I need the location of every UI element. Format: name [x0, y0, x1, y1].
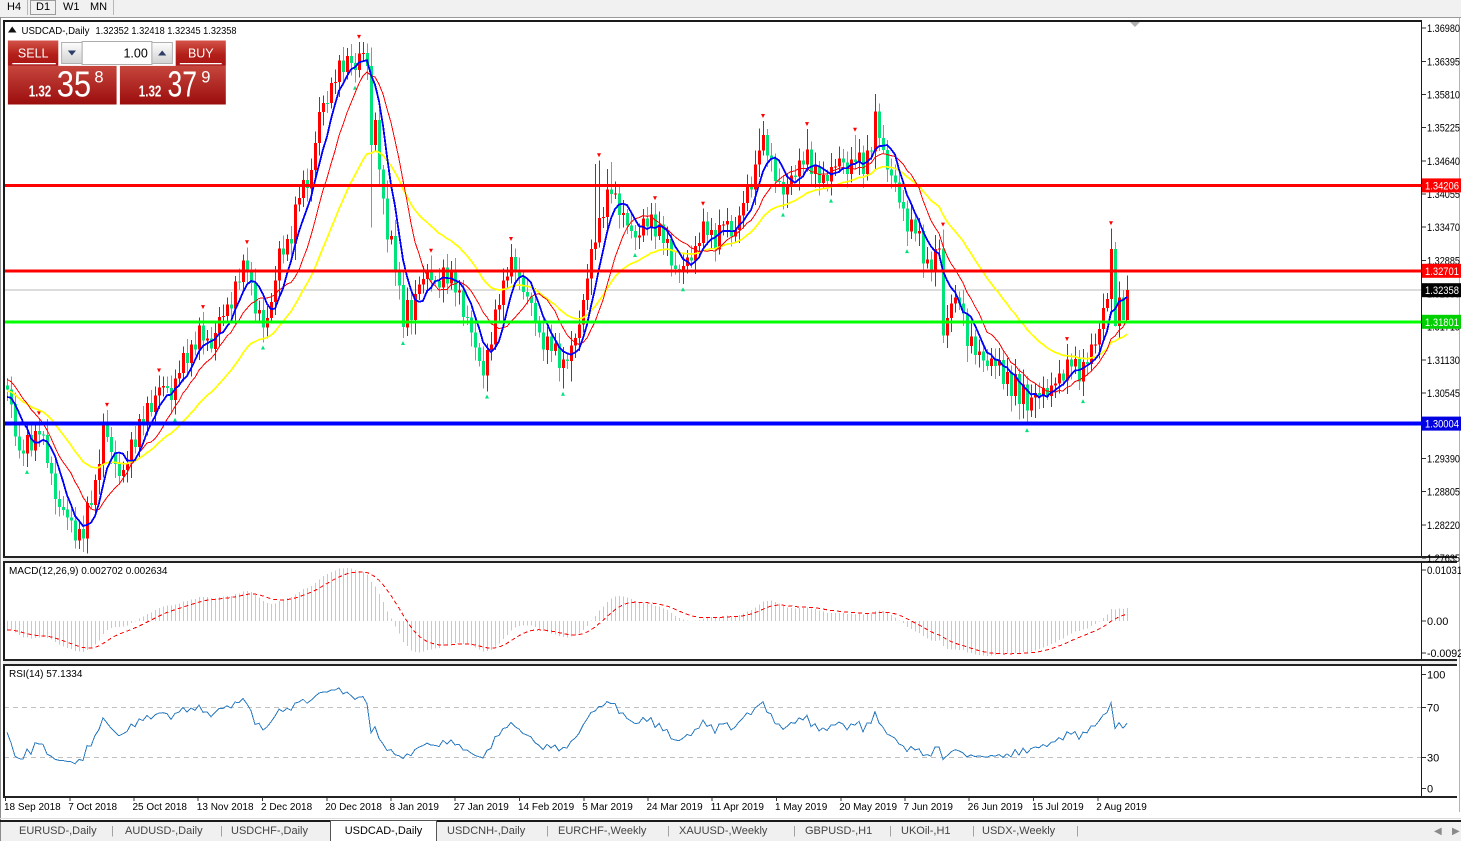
svg-text:14 Feb 2019: 14 Feb 2019	[518, 802, 575, 813]
svg-text:RSI(14) 57.1334: RSI(14) 57.1334	[9, 669, 83, 680]
svg-text:30: 30	[1427, 752, 1439, 764]
svg-text:1.34640: 1.34640	[1427, 156, 1460, 168]
svg-text:8: 8	[94, 68, 103, 86]
svg-text:0: 0	[1427, 784, 1433, 796]
svg-text:BUY: BUY	[188, 47, 214, 61]
svg-text:MACD(12,26,9) 0.002702 0.00263: MACD(12,26,9) 0.002702 0.002634	[9, 566, 168, 577]
svg-text:1.27635: 1.27635	[1427, 553, 1460, 565]
svg-text:15 Jul 2019: 15 Jul 2019	[1032, 802, 1084, 813]
svg-text:9: 9	[201, 68, 210, 86]
svg-text:8 Jan 2019: 8 Jan 2019	[390, 802, 440, 813]
svg-text:1.34206: 1.34206	[1425, 180, 1459, 192]
svg-text:1.30545: 1.30545	[1427, 388, 1460, 400]
svg-text:5 Mar 2019: 5 Mar 2019	[582, 802, 633, 813]
svg-text:1 May 2019: 1 May 2019	[775, 802, 828, 813]
svg-text:11 Apr 2019: 11 Apr 2019	[711, 802, 765, 813]
svg-text:24 Mar 2019: 24 Mar 2019	[647, 802, 704, 813]
svg-text:1.32358: 1.32358	[1425, 285, 1459, 297]
svg-text:2 Dec 2018: 2 Dec 2018	[261, 802, 313, 813]
svg-text:7 Oct 2018: 7 Oct 2018	[68, 802, 117, 813]
svg-text:1.32701: 1.32701	[1425, 266, 1459, 278]
svg-text:13 Nov 2018: 13 Nov 2018	[197, 802, 254, 813]
svg-text:1.30004: 1.30004	[1425, 419, 1459, 431]
svg-text:2 Aug 2019: 2 Aug 2019	[1096, 802, 1147, 813]
svg-text:1.00: 1.00	[123, 47, 147, 61]
svg-text:1.31801: 1.31801	[1425, 317, 1459, 329]
svg-text:20 May 2019: 20 May 2019	[839, 802, 897, 813]
svg-text:35: 35	[57, 63, 91, 104]
svg-text:1.32: 1.32	[29, 83, 52, 100]
svg-text:1.28805: 1.28805	[1427, 487, 1460, 499]
svg-text:1.36395: 1.36395	[1427, 56, 1460, 68]
svg-text:1.35225: 1.35225	[1427, 123, 1460, 135]
svg-text:70: 70	[1427, 702, 1439, 714]
svg-text:USDCAD-,Daily: USDCAD-,Daily	[22, 26, 90, 37]
svg-text:1.35810: 1.35810	[1427, 90, 1460, 102]
svg-text:1.36980: 1.36980	[1427, 23, 1460, 35]
svg-text:100: 100	[1427, 670, 1445, 682]
svg-text:0.00: 0.00	[1427, 616, 1448, 628]
svg-text:7 Jun 2019: 7 Jun 2019	[904, 802, 954, 813]
svg-text:1.29390: 1.29390	[1427, 454, 1460, 466]
svg-text:1.28220: 1.28220	[1427, 520, 1460, 532]
svg-text:1.32352 1.32418 1.32345 1.3235: 1.32352 1.32418 1.32345 1.32358	[96, 26, 237, 37]
svg-text:1.31130: 1.31130	[1427, 355, 1460, 367]
svg-text:1.32: 1.32	[139, 83, 162, 100]
svg-text:-0.00920: -0.00920	[1427, 648, 1461, 660]
svg-text:26 Jun 2019: 26 Jun 2019	[968, 802, 1023, 813]
svg-text:SELL: SELL	[18, 47, 49, 61]
svg-text:20 Dec 2018: 20 Dec 2018	[325, 802, 382, 813]
svg-text:18 Sep 2018: 18 Sep 2018	[4, 802, 61, 813]
svg-text:0.010311: 0.010311	[1427, 565, 1461, 577]
svg-text:37: 37	[168, 63, 198, 104]
svg-text:25 Oct 2018: 25 Oct 2018	[133, 802, 188, 813]
svg-text:27 Jan 2019: 27 Jan 2019	[454, 802, 509, 813]
svg-text:1.33470: 1.33470	[1427, 222, 1460, 234]
